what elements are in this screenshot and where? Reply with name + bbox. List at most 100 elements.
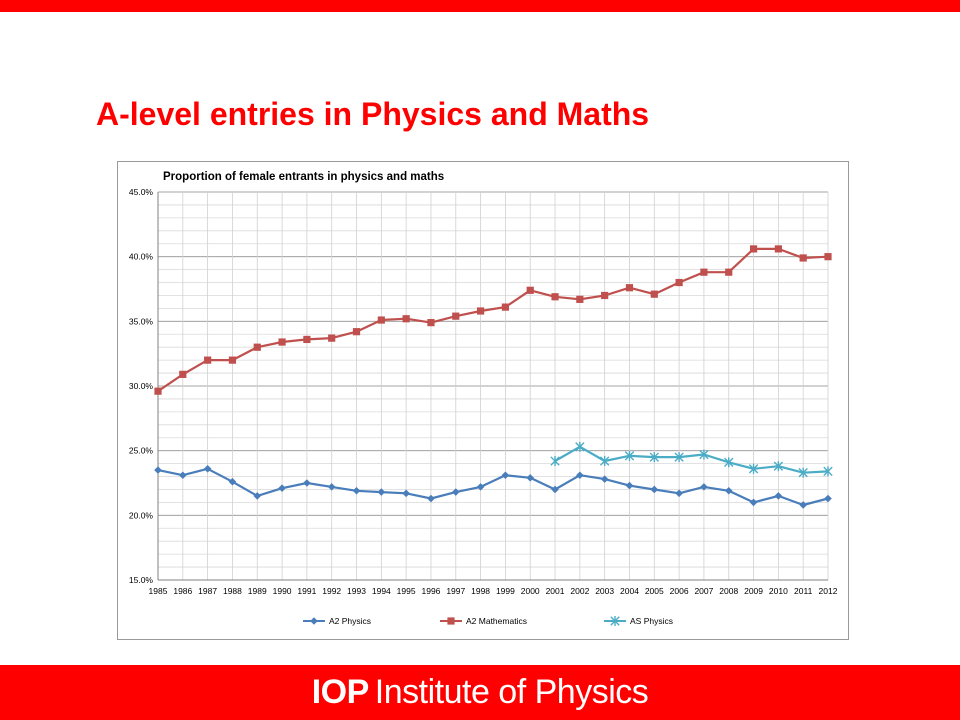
data-point-a2-physics <box>600 475 609 483</box>
data-point-a2-mathematics <box>303 335 311 344</box>
data-point-a2-physics <box>427 494 435 503</box>
data-point-a2-physics <box>303 479 311 487</box>
x-tick-label: 1994 <box>372 586 391 596</box>
data-point-a2-physics <box>501 471 510 480</box>
data-point-a2-physics <box>700 483 708 491</box>
data-point-a2-mathematics <box>576 295 584 303</box>
series-a2-physics <box>154 464 832 509</box>
x-tick-label: 2000 <box>521 586 540 596</box>
footer-bar: IOP Institute of Physics <box>0 665 960 720</box>
data-point-a2-physics <box>402 489 410 498</box>
legend-label-a2-physics: A2 Physics <box>329 616 371 626</box>
x-tick-label: 1985 <box>149 586 168 596</box>
data-point-a2-mathematics <box>476 307 485 315</box>
legend-item-as-physics: AS Physics <box>604 616 673 626</box>
iop-logo: IOP Institute of Physics <box>0 673 960 711</box>
chart-title: Proportion of female entrants in physics… <box>163 171 444 183</box>
data-point-as-physics <box>724 457 734 468</box>
data-point-a2-physics <box>724 486 733 495</box>
data-point-a2-physics <box>675 489 683 498</box>
slide-title: A-level entries in Physics and Maths <box>96 96 650 132</box>
x-tick-label: 1987 <box>198 586 217 596</box>
series-line-as-physics <box>554 445 829 474</box>
data-point-a2-physics <box>625 481 634 490</box>
x-tick-label: 2010 <box>769 586 788 596</box>
x-tick-label: 1991 <box>297 586 316 596</box>
x-tick-label: 1988 <box>223 586 242 596</box>
data-point-a2-mathematics <box>675 278 683 287</box>
legend-marker-a2-physics <box>310 617 318 625</box>
chart-legend: A2 Physics A2 Mathematics AS Physics <box>303 616 673 626</box>
data-point-a2-physics <box>253 492 262 500</box>
data-point-as-physics <box>823 466 833 477</box>
data-point-a2-mathematics <box>278 338 286 346</box>
y-tick-label: 40.0% <box>129 252 154 262</box>
y-tick-label: 20.0% <box>129 510 154 520</box>
x-tick-label: 2011 <box>794 586 813 596</box>
legend-label-a2-mathematics: A2 Mathematics <box>466 616 527 626</box>
data-point-a2-mathematics <box>551 293 559 301</box>
data-point-as-physics <box>624 450 635 461</box>
x-tick-label: 1995 <box>397 586 416 596</box>
y-tick-label: 35.0% <box>129 316 154 326</box>
data-point-a2-physics <box>824 494 832 503</box>
data-point-a2-physics <box>576 471 584 480</box>
data-point-a2-mathematics <box>427 319 435 327</box>
data-point-a2-mathematics <box>501 303 510 311</box>
data-point-a2-physics <box>749 498 758 507</box>
data-point-a2-physics <box>352 486 361 495</box>
chart-axes: 15.0% 20.0% 25.0% 30.0% 35.0% 40.0% 45.0% 1985 1… <box>129 187 838 596</box>
data-point-as-physics <box>649 452 659 463</box>
data-point-a2-mathematics <box>824 253 832 261</box>
x-tick-label: 1989 <box>248 586 267 596</box>
data-point-a2-physics <box>799 501 807 509</box>
x-tick-label: 2006 <box>670 586 689 596</box>
x-tick-label: 1993 <box>347 586 366 596</box>
x-tick-label: 2005 <box>645 586 664 596</box>
data-point-a2-physics <box>451 488 460 496</box>
x-tick-label: 1990 <box>273 586 292 596</box>
data-point-a2-physics <box>327 483 336 491</box>
chart-frame: Proportion of female entrants in physics… <box>117 161 849 640</box>
x-tick-label: 2004 <box>620 586 639 596</box>
data-point-a2-mathematics <box>253 343 261 351</box>
data-point-as-physics <box>599 456 610 467</box>
legend-item-a2-mathematics: A2 Mathematics <box>440 616 527 626</box>
data-point-a2-physics <box>526 474 535 482</box>
y-tick-label: 30.0% <box>129 381 154 391</box>
data-point-a2-mathematics <box>725 268 733 276</box>
legend-item-a2-physics: A2 Physics <box>303 616 371 626</box>
data-point-a2-physics <box>551 485 559 494</box>
data-point-a2-mathematics <box>625 284 634 292</box>
data-point-a2-mathematics <box>601 291 609 300</box>
data-point-as-physics <box>699 449 709 460</box>
data-point-a2-physics <box>377 488 386 496</box>
data-point-a2-mathematics <box>402 315 410 323</box>
data-point-a2-mathematics <box>749 245 758 253</box>
data-point-a2-mathematics <box>774 245 782 253</box>
data-point-a2-mathematics <box>204 356 212 364</box>
x-tick-label: 1986 <box>173 586 192 596</box>
x-tick-label: 2008 <box>719 586 738 596</box>
data-point-as-physics <box>748 463 759 474</box>
data-point-a2-mathematics <box>700 268 708 276</box>
x-tick-label: 2002 <box>570 586 589 596</box>
data-point-a2-mathematics <box>179 370 187 378</box>
data-point-as-physics <box>798 467 808 478</box>
y-tick-label: 15.0% <box>129 575 154 585</box>
x-tick-label: 2001 <box>546 586 565 596</box>
y-tick-label: 25.0% <box>129 446 154 456</box>
data-point-a2-physics <box>278 484 286 492</box>
x-tick-label: 2007 <box>694 586 713 596</box>
data-point-a2-mathematics <box>352 328 361 336</box>
y-tick-label: 45.0% <box>129 187 154 197</box>
data-point-a2-mathematics <box>650 290 658 298</box>
line-chart: Proportion of female entrants in physics… <box>129 171 838 626</box>
chart-series <box>154 245 833 509</box>
series-line-a2-physics <box>157 467 829 507</box>
x-tick-label: 2009 <box>744 586 763 596</box>
logo-name: Institute of Physics <box>374 673 649 711</box>
series-line-a2-mathematics <box>157 247 829 393</box>
data-point-a2-mathematics <box>328 334 336 342</box>
series-a2-mathematics <box>154 245 832 395</box>
